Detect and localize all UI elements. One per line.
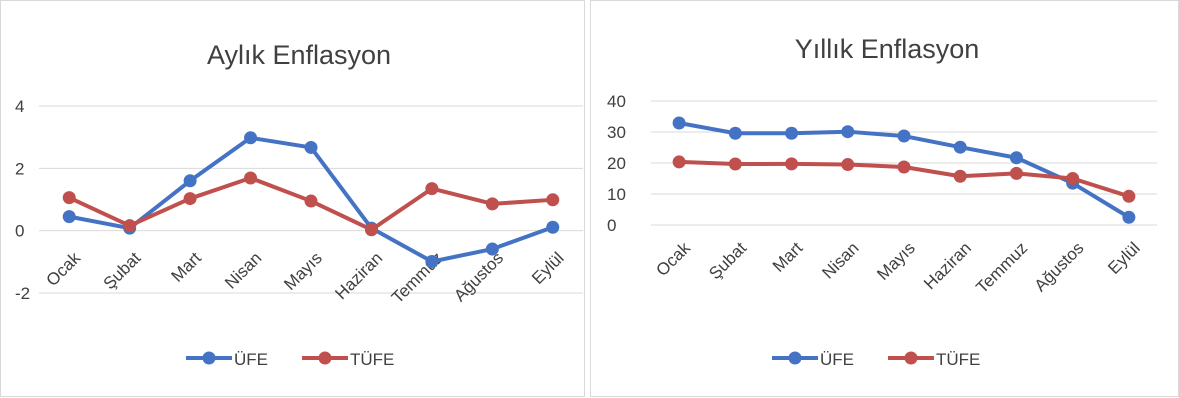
data-point-tufe	[425, 182, 439, 196]
annual-inflation-chart-panel: Yıllık Enflasyon 0 10 20 30 40 Ocak Şubat Mart Ni…	[590, 0, 1179, 397]
data-point-ufe	[672, 116, 686, 130]
data-point-tufe	[897, 160, 911, 174]
data-point-tufe	[672, 155, 686, 169]
data-point-tufe	[304, 194, 318, 208]
x-tick-label: Nisan	[818, 238, 862, 282]
data-point-ufe	[953, 140, 967, 154]
legend-marker-tufe	[904, 351, 918, 365]
data-point-ufe	[728, 126, 742, 140]
data-point-tufe	[123, 219, 137, 233]
x-tick-label: Haziran	[920, 238, 975, 293]
data-point-tufe	[183, 192, 197, 206]
annual-inflation-chart: Yıllık Enflasyon 0 10 20 30 40 Ocak Şubat Mart Ni…	[607, 34, 1157, 369]
x-tick-label: Eylül	[528, 248, 567, 287]
y-tick-label: 10	[607, 185, 626, 204]
legend-marker-ufe	[788, 351, 802, 365]
x-tick-label: Temmuz	[388, 248, 447, 307]
data-point-ufe	[183, 174, 197, 188]
data-point-ufe	[425, 255, 439, 269]
data-point-ufe	[897, 129, 911, 143]
x-tick-label: Şubat	[100, 248, 145, 293]
x-tick-label: Ocak	[652, 238, 694, 280]
x-tick-label: Ağustos	[1031, 238, 1088, 295]
data-point-tufe	[728, 157, 742, 171]
x-tick-label: Şubat	[705, 238, 750, 283]
x-tick-label: Mayıs	[873, 238, 918, 283]
data-point-ufe	[485, 242, 499, 256]
x-tick-label: Haziran	[331, 248, 386, 303]
data-point-ufe	[62, 210, 76, 224]
data-point-tufe	[1066, 171, 1080, 185]
legend-marker-tufe	[318, 351, 332, 365]
data-point-tufe	[1122, 189, 1136, 203]
data-point-ufe	[1009, 151, 1023, 165]
y-tick-label: 0	[15, 222, 24, 241]
data-point-tufe	[953, 169, 967, 183]
x-tick-label: Eylül	[1104, 238, 1143, 277]
x-tick-label: Nisan	[221, 248, 265, 292]
legend-label-ufe: ÜFE	[234, 350, 268, 369]
legend-label-tufe: TÜFE	[936, 350, 980, 369]
data-point-ufe	[304, 140, 318, 154]
x-tick-label: Mart	[167, 248, 205, 286]
x-tick-label: Mayıs	[280, 248, 325, 293]
legend-label-ufe: ÜFE	[820, 350, 854, 369]
data-point-tufe	[485, 197, 499, 211]
x-tick-label: Temmuz	[972, 238, 1031, 297]
data-point-tufe	[364, 223, 378, 237]
x-tick-label: Ocak	[43, 248, 85, 290]
x-tick-label: Mart	[769, 238, 807, 276]
data-point-ufe	[244, 131, 258, 145]
data-point-tufe	[62, 191, 76, 205]
legend-label-tufe: TÜFE	[350, 350, 394, 369]
data-point-tufe	[841, 158, 855, 172]
chart-title: Yıllık Enflasyon	[795, 34, 980, 64]
data-point-ufe	[1122, 210, 1136, 224]
data-point-tufe	[785, 157, 799, 171]
data-point-tufe	[244, 171, 258, 185]
monthly-inflation-chart: Aylık Enflasyon -2 0 2 4 Ocak Şubat Mart Nisan Ma…	[15, 40, 583, 369]
y-tick-label: 2	[15, 159, 24, 178]
data-point-ufe	[841, 125, 855, 139]
y-tick-label: 40	[607, 92, 626, 111]
data-point-tufe	[546, 193, 560, 207]
y-tick-label: 30	[607, 123, 626, 142]
monthly-inflation-chart-panel: Aylık Enflasyon -2 0 2 4 Ocak Şubat Mart Nisan Ma…	[0, 0, 585, 397]
y-tick-label: 20	[607, 154, 626, 173]
data-point-tufe	[1009, 166, 1023, 180]
data-point-ufe	[785, 126, 799, 140]
y-tick-label: 0	[607, 216, 616, 235]
y-tick-label: 4	[15, 97, 24, 116]
chart-title: Aylık Enflasyon	[207, 40, 391, 70]
data-point-ufe	[546, 220, 560, 234]
legend-marker-ufe	[202, 351, 216, 365]
y-tick-label: -2	[15, 284, 30, 303]
